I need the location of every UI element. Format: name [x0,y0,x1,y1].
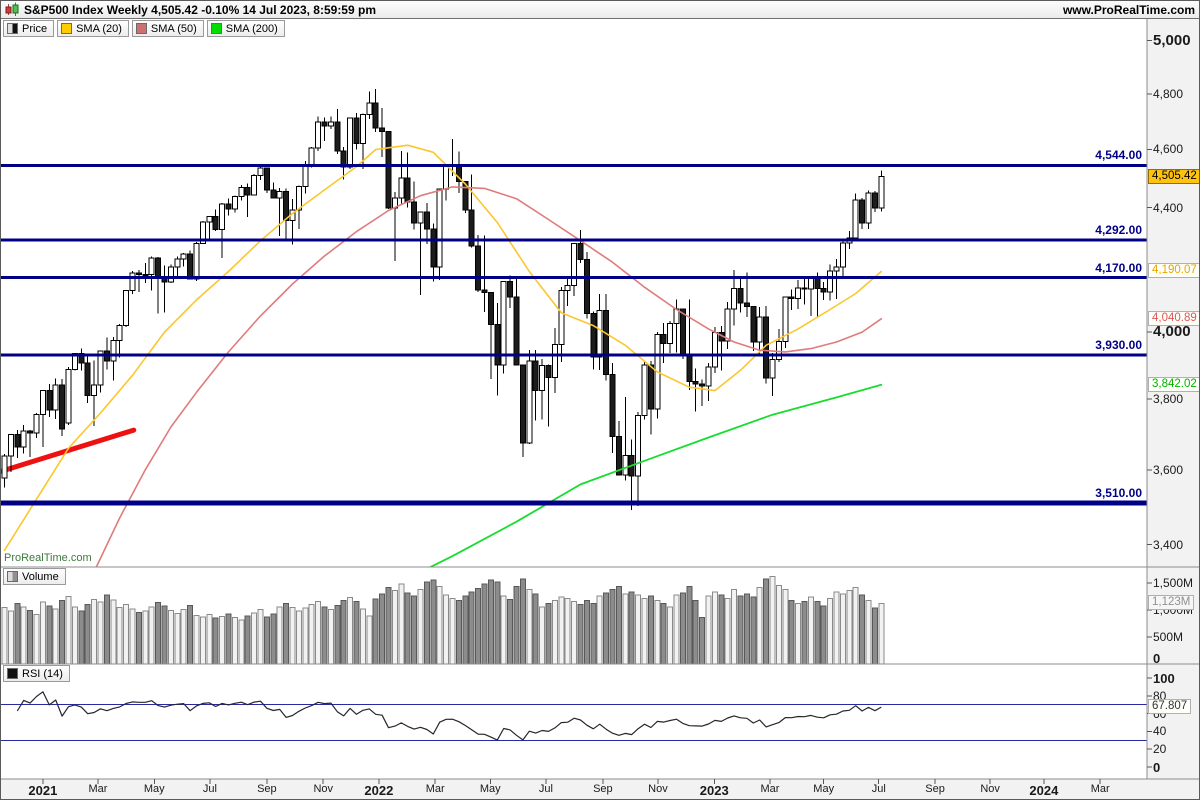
price-tick-label: 4,800 [1153,86,1184,101]
legend-rsi-label: RSI (14) [22,667,63,680]
x-axis-label: Mar [425,783,445,795]
x-axis-label: Sep [925,783,945,795]
level-line-label: 4,292.00 [1095,223,1142,238]
price-tick-label: 3,800 [1153,392,1184,407]
volume-tick-label: 0 [1153,651,1161,666]
title-bar: S&P500 Index Weekly 4,505.42 -0.10% 14 J… [1,1,1199,19]
sma20-value-badge: 4,190.07 [1148,263,1199,279]
rsi-swatch-icon [7,668,18,679]
x-axis-label: Sep [257,783,277,795]
rsi-tick-label: 40 [1153,724,1167,739]
candlestick-logo-icon [5,2,19,16]
legend-sma200-chip[interactable]: SMA (200) [206,20,285,37]
x-axis-label: Mar [1090,783,1110,795]
x-axis-label: May [143,783,165,795]
sma200-swatch-icon [210,23,222,34]
legend-volume-chip[interactable]: Volume [3,568,66,585]
volume-swatch-icon [7,571,18,582]
legend-price-chip[interactable]: Price [3,20,55,37]
rsi-legend: RSI (14) [3,665,70,682]
rsi-tick-label: 20 [1153,742,1167,757]
legend-sma20-chip[interactable]: SMA (20) [57,20,129,37]
level-line-label: 4,170.00 [1095,260,1142,275]
legend-price-label: Price [22,22,48,35]
x-axis-label: May [813,783,835,795]
provider-link[interactable]: www.ProRealTime.com [1062,2,1195,17]
volume-legend: Volume [3,568,66,585]
x-axis-label: Jul [202,783,217,795]
x-axis-label: Sep [593,783,613,795]
x-axis-label: Nov [980,783,1000,795]
legend-rsi-chip[interactable]: RSI (14) [3,665,70,682]
x-axis-label: Mar [760,783,780,795]
sma200-value-badge: 3,842.02 [1148,376,1199,392]
legend-sma50-label: SMA (50) [150,22,197,35]
sma50-swatch-icon [135,23,147,34]
volume-tick-label: 500M [1153,630,1184,645]
level-line-label: 3,510.00 [1095,485,1142,500]
price-tick-label: 4,600 [1153,142,1184,157]
legend-volume-label: Volume [22,570,59,583]
price-swatch-icon [7,23,18,34]
x-axis-label: Nov [313,783,333,795]
x-axis-label: 2024 [1029,783,1059,798]
volume-tick-label: 1,500M [1153,576,1194,591]
legend-sma200-label: SMA (200) [225,22,278,35]
volume-value-badge: 1,123M [1148,595,1195,611]
sma20-swatch-icon [61,23,73,34]
x-axis-label: 2023 [699,783,729,798]
x-axis-label: Nov [648,783,668,795]
price-tick-label: 4,000 [1153,323,1191,341]
x-axis-label: 2022 [364,783,394,798]
price-tick-label: 4,400 [1153,200,1184,215]
price-tick-label: 5,000 [1153,31,1191,49]
legend-sma20-label: SMA (20) [76,22,122,35]
rsi-value-badge: 67.807 [1148,698,1192,714]
price-tick-label: 3,400 [1153,537,1184,552]
x-axis-label: Jul [538,783,553,795]
level-line-label: 4,544.00 [1095,148,1142,163]
x-axis-label: 2021 [28,783,58,798]
x-axis-label: Jul [871,783,886,795]
level-line-label: 3,930.00 [1095,338,1142,353]
rsi-tick-label: 0 [1153,760,1161,775]
x-axis-label: Mar [88,783,108,795]
sma50-value-badge: 4,040.89 [1148,310,1199,326]
chart-title: S&P500 Index Weekly 4,505.42 -0.10% 14 J… [24,2,376,17]
price-tick-label: 3,600 [1153,462,1184,477]
legend-sma50-chip[interactable]: SMA (50) [131,20,204,37]
rsi-tick-label: 100 [1153,671,1175,686]
watermark: ProRealTime.com [4,552,92,564]
price-legend: Price SMA (20) SMA (50) SMA (200) [3,20,285,37]
last-price-badge: 4,505.42 [1148,168,1199,184]
x-axis-label: May [479,783,501,795]
